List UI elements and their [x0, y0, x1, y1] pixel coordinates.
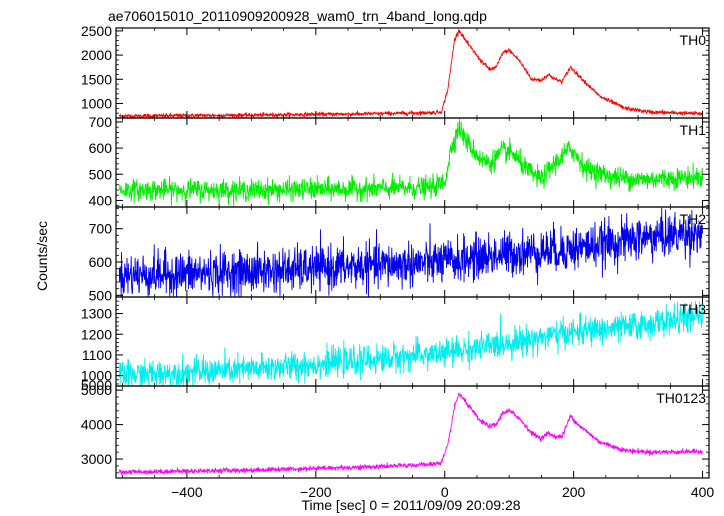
- panel-label-th0123: TH0123: [656, 390, 706, 406]
- x-tick-label: −400: [171, 484, 203, 500]
- panel-th2: 500 600 700 TH2: [89, 206, 710, 303]
- panel-label-th0: TH0: [680, 32, 707, 48]
- x-tick-label: 200: [562, 484, 586, 500]
- y-tick-label: 5000: [81, 377, 112, 393]
- y-tick-label: 500: [89, 287, 113, 303]
- series-line-th0: [118, 28, 703, 120]
- y-tick-label: 5000: [81, 382, 112, 398]
- panels: 1000 1500 2000 2500 TH0 400 500 600 700 TH1 500 600…: [81, 23, 710, 479]
- panel-th0: 1000 1500 2000 2500 TH0: [81, 23, 710, 120]
- y-tick-label: 1300: [81, 306, 112, 322]
- panel-label-th1: TH1: [680, 122, 707, 138]
- panel-label-th3: TH3: [680, 301, 707, 317]
- chart-title: ae706015010_20110909200928_wam0_trn_4ban…: [108, 8, 487, 24]
- y-tick-label: 1000: [81, 368, 112, 384]
- series-line-th3: [118, 301, 703, 387]
- y-tick-label: 700: [89, 114, 113, 130]
- y-tick-label: 4000: [81, 417, 112, 433]
- y-tick-label: 500: [89, 166, 113, 182]
- y-tick-label: 3000: [81, 451, 112, 467]
- y-tick-label: 700: [89, 221, 113, 237]
- series-line-th0123: [118, 392, 703, 476]
- y-tick-label: 2000: [81, 47, 112, 63]
- x-tick-label: −200: [300, 484, 332, 500]
- y-tick-label: 600: [89, 140, 113, 156]
- x-tick-label: 400: [691, 484, 715, 500]
- y-tick-label: 2500: [81, 23, 112, 39]
- series-line-th2: [118, 207, 703, 298]
- y-tick-label: 1000: [81, 95, 112, 111]
- x-tick-label: 0: [441, 484, 449, 500]
- y-axis-title: Counts/sec: [34, 221, 50, 291]
- y-tick-label: 400: [89, 192, 113, 208]
- panel-th1: 400 500 600 700 TH1: [89, 114, 710, 208]
- panel-label-th2: TH2: [680, 211, 707, 227]
- y-tick-label: 600: [89, 254, 113, 270]
- series-line-th1: [118, 118, 703, 208]
- panel-th0123: 3000 4000 5000 TH0123: [81, 382, 710, 479]
- x-axis-title: Time [sec] 0 = 2011/09/09 20:09:28: [301, 497, 520, 513]
- y-tick-label: 1200: [81, 326, 112, 342]
- y-tick-label: 1100: [82, 347, 112, 363]
- y-tick-label: 1500: [81, 71, 112, 87]
- x-axis: −400 −200 0 200 400: [171, 484, 714, 500]
